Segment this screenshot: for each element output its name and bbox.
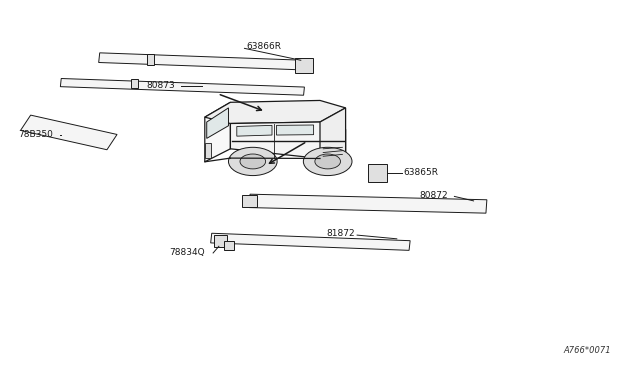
Bar xyxy=(214,235,227,247)
Text: 81872: 81872 xyxy=(326,229,355,238)
Text: 80872: 80872 xyxy=(419,191,448,200)
Circle shape xyxy=(228,147,277,176)
Text: 78B350: 78B350 xyxy=(18,130,52,139)
Circle shape xyxy=(303,147,352,176)
Bar xyxy=(368,164,387,182)
Polygon shape xyxy=(60,78,305,95)
Polygon shape xyxy=(249,194,487,213)
Text: 80873: 80873 xyxy=(146,81,175,90)
Circle shape xyxy=(240,154,266,169)
Polygon shape xyxy=(237,125,272,136)
Polygon shape xyxy=(320,108,346,158)
Bar xyxy=(147,54,154,65)
Polygon shape xyxy=(207,108,228,138)
Bar xyxy=(224,241,234,250)
Circle shape xyxy=(315,154,340,169)
Polygon shape xyxy=(205,100,346,124)
Text: 78834Q: 78834Q xyxy=(170,248,205,257)
Polygon shape xyxy=(99,53,305,70)
Polygon shape xyxy=(211,233,410,250)
Bar xyxy=(131,79,138,88)
Bar xyxy=(243,195,257,207)
Polygon shape xyxy=(205,102,230,162)
Polygon shape xyxy=(230,122,346,158)
Text: 63865R: 63865R xyxy=(403,169,438,177)
Text: A766*0071: A766*0071 xyxy=(564,346,611,355)
Text: 63866R: 63866R xyxy=(246,42,282,51)
Polygon shape xyxy=(20,115,117,150)
Bar xyxy=(205,143,211,158)
Polygon shape xyxy=(276,125,314,135)
Bar xyxy=(295,58,313,73)
